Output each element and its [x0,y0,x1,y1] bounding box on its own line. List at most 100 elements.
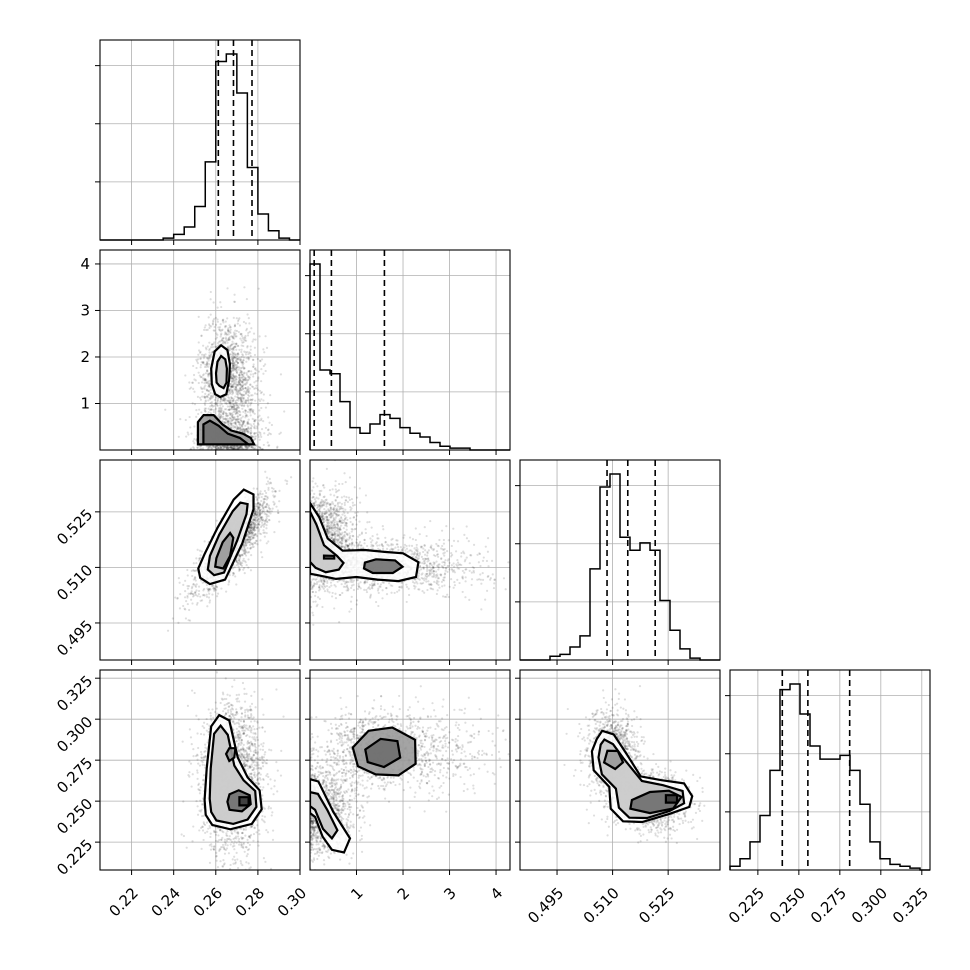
scatter-point [235,404,238,407]
scatter-point [235,564,238,567]
scatter-point [199,556,202,559]
scatter-point [232,408,236,411]
scatter-point [219,335,222,338]
scatter-point [230,446,233,450]
scatter-point [312,486,315,489]
scatter-point [257,445,260,449]
scatter-point [212,408,216,412]
scatter-point [226,339,229,342]
scatter-point [247,370,251,373]
scatter-point [198,396,202,399]
scatter-point [237,344,240,348]
x-tick-label: 0.250 [766,884,809,927]
scatter-point [242,378,246,381]
scatter-point [207,399,210,402]
scatter-point [266,497,269,500]
scatter-point [244,337,247,340]
scatter-point [221,413,225,416]
scatter-point [248,330,251,333]
scatter-point [228,397,231,400]
scatter-point [205,361,209,365]
scatter-point [247,430,250,433]
scatter-point [244,399,247,403]
scatter-point [253,512,257,516]
scatter-point [233,345,237,348]
scatter-point [273,496,276,499]
scatter-point [226,414,230,417]
scatter-point [278,500,281,503]
panel-frame [99,459,301,661]
scatter-point [242,362,245,365]
scatter-point [261,492,264,496]
scatter-point [238,377,241,380]
scatter-point [232,347,235,350]
scatter-point [218,413,221,416]
scatter-point [259,446,262,449]
scatter-point [243,566,246,570]
scatter-point [240,383,243,387]
scatter-point [231,359,234,362]
scatter-point [205,389,209,392]
scatter-point [193,390,196,393]
scatter-point [326,528,329,531]
scatter-point [251,529,255,532]
x-tick-label: 0.225 [725,884,768,927]
scatter-point [255,425,259,428]
scatter-point [239,445,242,448]
scatter-point [244,401,248,404]
scatter-point [231,335,234,338]
scatter-point [242,544,245,548]
scatter-point [200,375,203,379]
scatter-point [228,425,231,428]
scatter-point [239,413,242,416]
scatter-point [187,584,191,588]
scatter-point [236,395,239,399]
scatter-point [210,404,213,407]
scatter-point [216,592,220,595]
scatter-point [256,526,259,529]
scatter-point [251,531,254,534]
scatter-point [236,344,239,347]
scatter-point [258,438,261,441]
scatter-point [204,410,207,413]
scatter-point [240,334,244,338]
scatter-point [314,482,317,485]
scatter-point [252,536,255,539]
scatter-point [258,528,261,531]
scatter-point [250,523,253,527]
scatter-point [237,319,240,323]
scatter-point [203,387,206,390]
scatter-point [215,585,218,588]
scatter-point [240,425,243,428]
scatter-point [240,564,244,567]
scatter-point [208,385,211,388]
scatter-point [231,385,234,388]
scatter-point [263,497,267,501]
scatter-point [263,531,266,534]
scatter-point [183,596,187,599]
scatter-point [231,353,235,357]
scatter-point [257,507,260,510]
scatter-point [218,328,221,331]
scatter-point [230,419,233,422]
scatter-point [227,327,230,330]
scatter-point [259,539,262,542]
scatter-point [241,420,244,423]
scatter-point [263,432,266,435]
scatter-point [250,554,253,557]
scatter-point [190,447,193,450]
scatter-point [242,387,245,390]
scatter-point [219,414,223,417]
scatter-point [220,402,223,406]
scatter-point [234,575,237,578]
scatter-point [230,423,233,426]
scatter-point [242,552,245,555]
scatter-point [249,429,253,432]
scatter-point [235,368,238,371]
scatter-point [241,361,244,364]
scatter-point [235,410,238,413]
scatter-point [234,329,237,332]
scatter-point [235,329,239,333]
scatter-point [210,584,214,588]
scatter-point [248,351,251,354]
